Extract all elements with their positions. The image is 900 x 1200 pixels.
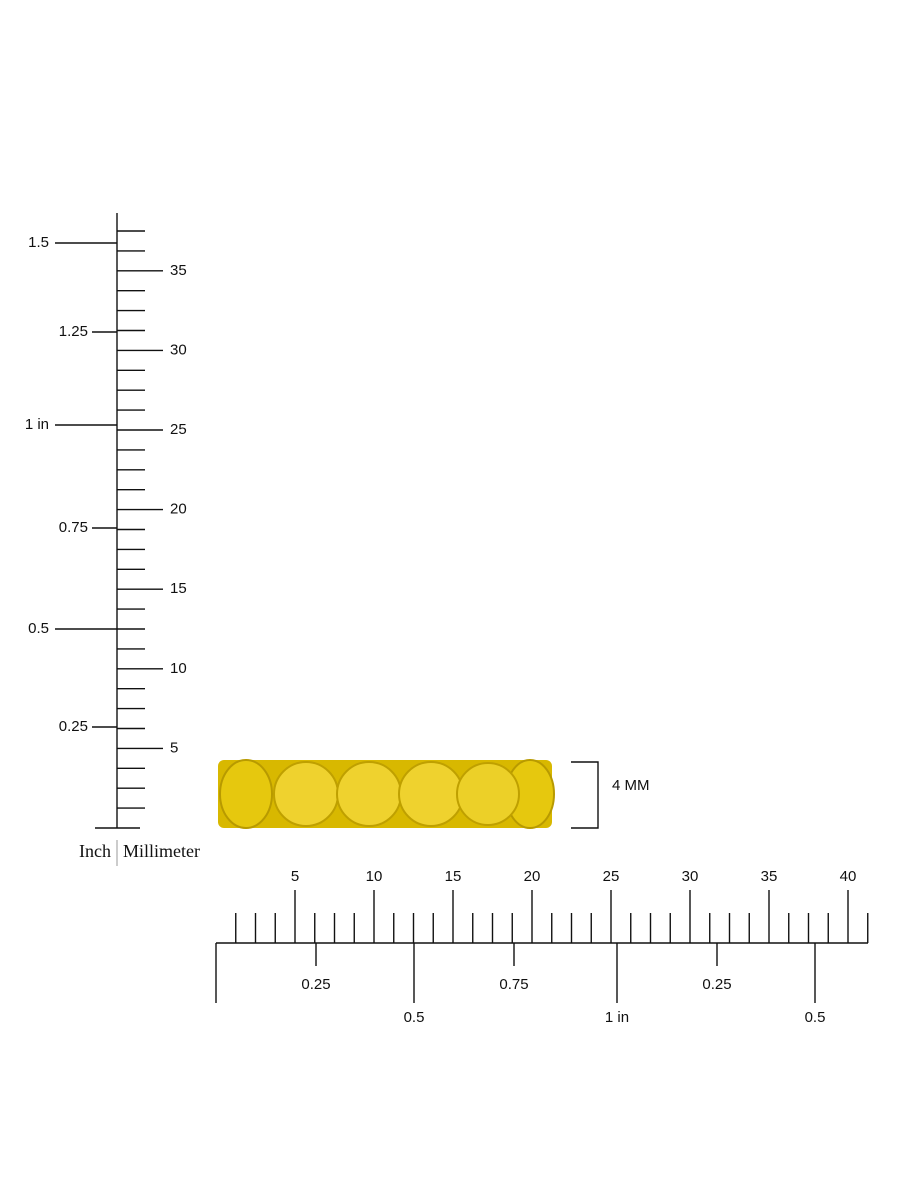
- mm-label: 35: [170, 262, 187, 279]
- dimension-label: 4 MM: [612, 777, 650, 794]
- mm-label: 15: [170, 580, 187, 597]
- inch-label: 1 in: [605, 1009, 629, 1026]
- mm-label: 10: [170, 660, 187, 677]
- inch-label: 0.75: [59, 519, 88, 536]
- mm-label: 30: [682, 868, 699, 885]
- mm-label: 20: [524, 868, 541, 885]
- mm-unit: Millimeter: [123, 841, 200, 861]
- mm-label: 40: [840, 868, 857, 885]
- mm-label: 20: [170, 501, 187, 518]
- inch-label: 0.5: [404, 1009, 425, 1026]
- dimension-bracket: [571, 761, 599, 829]
- mm-label: 30: [170, 341, 187, 358]
- inch-label: 0.25: [301, 976, 330, 993]
- mm-label: 5: [170, 739, 178, 756]
- inch-label: 0.25: [702, 976, 731, 993]
- mm-label: 10: [366, 868, 383, 885]
- inch-label: 1.25: [59, 323, 88, 340]
- mm-label: 25: [170, 421, 187, 438]
- inch-label: 0.5: [805, 1009, 826, 1026]
- inch-label: 1.5: [28, 234, 49, 251]
- ring: [218, 759, 555, 829]
- mm-label: 5: [291, 868, 299, 885]
- mm-label: 25: [603, 868, 620, 885]
- mm-label: 35: [761, 868, 778, 885]
- inch-label: 1 in: [25, 416, 49, 433]
- inch-label: 0.5: [28, 620, 49, 637]
- inch-label: 0.75: [499, 976, 528, 993]
- inch-unit: Inch: [79, 841, 111, 861]
- inch-label: 0.25: [59, 718, 88, 735]
- mm-label: 15: [445, 868, 462, 885]
